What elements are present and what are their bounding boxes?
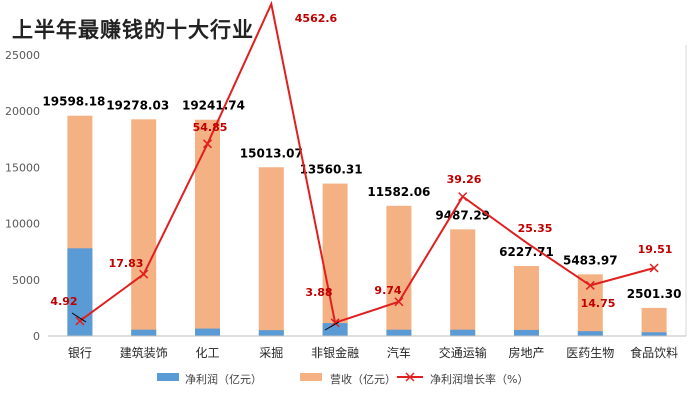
profit-bar bbox=[450, 329, 476, 336]
x-tick-label: 汽车 bbox=[387, 345, 411, 360]
growth-marker bbox=[202, 139, 213, 149]
x-tick-label: 食品饮料 bbox=[630, 345, 678, 360]
growth-marker bbox=[458, 192, 468, 202]
growth-data-label: 4562.6 bbox=[295, 12, 338, 25]
revenue-data-label: 19241.74 bbox=[182, 99, 245, 113]
growth-data-label: 4.92 bbox=[50, 295, 77, 308]
y-tick-label: 25000 bbox=[5, 49, 40, 62]
profit-bar bbox=[577, 331, 603, 336]
x-tick-label: 非银金融 bbox=[311, 345, 359, 360]
revenue-bar bbox=[450, 229, 476, 336]
revenue-data-label: 6227.71 bbox=[499, 245, 554, 259]
profit-bar bbox=[322, 323, 348, 336]
legend-label-growth: 净利润增长率（%） bbox=[430, 372, 528, 386]
y-tick-label: 15000 bbox=[5, 161, 40, 174]
profit-bar bbox=[131, 329, 157, 336]
growth-marker bbox=[649, 263, 659, 273]
growth-data-label: 3.88 bbox=[305, 286, 332, 299]
revenue-bar bbox=[322, 183, 348, 336]
growth-data-label: 9.74 bbox=[374, 284, 401, 297]
revenue-bar bbox=[258, 167, 284, 336]
x-tick-label: 银行 bbox=[68, 346, 92, 360]
profit-bar bbox=[67, 248, 93, 336]
legend-swatch-revenue bbox=[300, 373, 322, 381]
revenue-data-label: 5483.97 bbox=[563, 253, 618, 267]
x-tick-label: 房地产 bbox=[508, 345, 544, 360]
profit-bar bbox=[514, 329, 539, 336]
legend-label-revenue: 营收（亿元） bbox=[330, 372, 396, 386]
growth-data-label: 14.75 bbox=[581, 297, 616, 310]
label-leader bbox=[71, 312, 87, 323]
growth-marker bbox=[394, 297, 404, 307]
revenue-bar bbox=[131, 119, 157, 336]
growth-data-label: 54.85 bbox=[193, 121, 228, 134]
y-tick-label: 5000 bbox=[12, 274, 40, 287]
legend-swatch-growth-marker bbox=[405, 372, 415, 382]
revenue-bar bbox=[386, 205, 412, 336]
profit-bar bbox=[195, 328, 220, 336]
label-leader bbox=[324, 321, 340, 331]
profit-bar bbox=[258, 330, 284, 336]
chart-title: 上半年最赚钱的十大行业 bbox=[12, 17, 254, 42]
revenue-data-label: 19278.03 bbox=[106, 98, 169, 112]
growth-marker bbox=[139, 269, 149, 279]
legend-swatch-profit bbox=[157, 373, 179, 381]
growth-data-label: 39.26 bbox=[447, 173, 482, 186]
revenue-data-label: 11582.06 bbox=[367, 185, 430, 199]
growth-data-label: 25.35 bbox=[518, 222, 553, 235]
x-tick-label: 医药生物 bbox=[566, 346, 614, 360]
profit-bar bbox=[386, 329, 412, 336]
x-tick-label: 化工 bbox=[195, 346, 219, 360]
growth-marker bbox=[585, 280, 595, 290]
x-tick-label: 交通运输 bbox=[439, 345, 487, 360]
growth-data-label: 19.51 bbox=[638, 243, 673, 256]
y-tick-label: 10000 bbox=[5, 218, 40, 231]
growth-marker bbox=[75, 316, 85, 326]
revenue-data-label: 19598.18 bbox=[42, 95, 105, 109]
growth-line bbox=[79, 0, 655, 325]
revenue-bar bbox=[195, 119, 220, 336]
y-tick-label: 20000 bbox=[5, 105, 40, 118]
profit-bar bbox=[641, 332, 667, 336]
revenue-data-label: 13560.31 bbox=[300, 163, 363, 177]
revenue-bar bbox=[514, 266, 539, 336]
x-tick-label: 采掘 bbox=[259, 345, 283, 360]
revenue-bar bbox=[641, 307, 667, 336]
legend-label-profit: 净利润（亿元） bbox=[185, 372, 262, 386]
revenue-data-label: 2501.30 bbox=[627, 287, 682, 301]
revenue-data-label: 15013.07 bbox=[240, 146, 303, 160]
y-tick-label: 0 bbox=[33, 330, 40, 343]
growth-data-label: 17.83 bbox=[109, 257, 144, 270]
x-tick-label: 建筑装饰 bbox=[120, 345, 168, 360]
